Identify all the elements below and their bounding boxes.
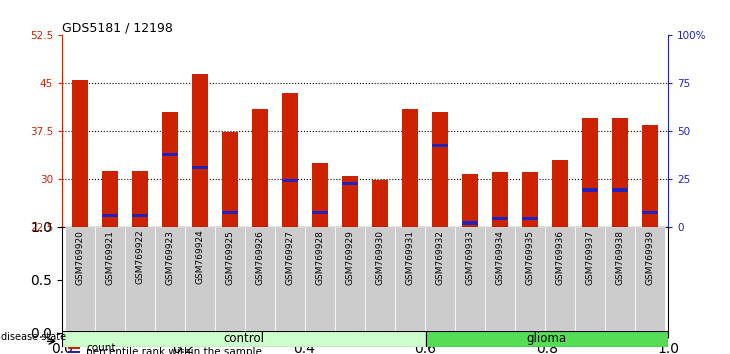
Bar — [426, 331, 668, 347]
Bar — [245, 227, 275, 333]
Bar — [305, 227, 335, 333]
Bar — [101, 214, 118, 217]
Text: GSM769935: GSM769935 — [526, 230, 534, 285]
Bar — [425, 227, 455, 333]
Bar — [282, 179, 299, 182]
Bar — [162, 153, 178, 156]
Bar — [62, 331, 426, 347]
Text: GSM769921: GSM769921 — [106, 230, 115, 285]
Bar — [68, 351, 80, 353]
Bar — [402, 109, 418, 227]
Text: GSM769926: GSM769926 — [255, 230, 264, 285]
Bar — [342, 176, 358, 227]
Text: GSM769937: GSM769937 — [585, 230, 594, 285]
Bar — [522, 172, 538, 227]
Text: GSM769927: GSM769927 — [285, 230, 294, 285]
Bar — [455, 227, 485, 333]
Bar — [642, 211, 658, 214]
Text: GDS5181 / 12198: GDS5181 / 12198 — [62, 21, 173, 34]
Bar — [125, 227, 155, 333]
Bar — [612, 188, 629, 192]
Bar — [192, 166, 208, 169]
Bar — [312, 211, 328, 214]
Text: GSM769928: GSM769928 — [315, 230, 325, 285]
Bar — [162, 112, 178, 227]
Text: GSM769939: GSM769939 — [645, 230, 655, 285]
Text: disease state: disease state — [1, 332, 66, 342]
Bar — [431, 144, 448, 147]
Bar — [492, 217, 508, 220]
Text: GSM769936: GSM769936 — [556, 230, 564, 285]
Bar — [485, 227, 515, 333]
Bar — [192, 74, 208, 227]
Text: GSM769938: GSM769938 — [615, 230, 624, 285]
Bar — [365, 227, 395, 333]
Bar — [492, 172, 508, 227]
Bar — [612, 118, 629, 227]
Text: GSM769925: GSM769925 — [226, 230, 234, 285]
Text: count: count — [86, 343, 116, 353]
Text: GSM769931: GSM769931 — [405, 230, 415, 285]
Bar — [582, 118, 598, 227]
Bar — [222, 211, 238, 214]
Bar — [95, 227, 125, 333]
Bar — [335, 227, 365, 333]
Text: GSM769924: GSM769924 — [196, 230, 204, 285]
Text: GSM769922: GSM769922 — [136, 230, 145, 285]
Bar — [642, 125, 658, 227]
Bar — [462, 174, 478, 227]
Text: control: control — [223, 332, 264, 346]
Text: glioma: glioma — [527, 332, 566, 346]
Bar — [635, 227, 665, 333]
Text: GSM769920: GSM769920 — [75, 230, 85, 285]
Text: GSM769930: GSM769930 — [375, 230, 385, 285]
Bar — [275, 227, 305, 333]
Bar — [582, 188, 598, 192]
Bar — [72, 80, 88, 227]
Text: percentile rank within the sample: percentile rank within the sample — [86, 347, 262, 354]
Bar — [395, 227, 425, 333]
Text: GSM769934: GSM769934 — [496, 230, 504, 285]
Bar — [155, 227, 185, 333]
Bar — [65, 227, 95, 333]
Text: GSM769932: GSM769932 — [436, 230, 445, 285]
Bar — [605, 227, 635, 333]
Text: GSM769923: GSM769923 — [166, 230, 174, 285]
Bar — [522, 217, 538, 220]
Bar — [101, 171, 118, 227]
Bar — [132, 171, 148, 227]
Bar — [431, 112, 448, 227]
Bar — [282, 93, 299, 227]
Bar — [462, 222, 478, 225]
Bar — [312, 163, 328, 227]
Bar — [132, 214, 148, 217]
Bar — [545, 227, 575, 333]
Bar — [552, 160, 568, 227]
Text: GSM769933: GSM769933 — [466, 230, 474, 285]
Bar — [575, 227, 605, 333]
Bar — [222, 132, 238, 227]
Bar — [515, 227, 545, 333]
Bar — [185, 227, 215, 333]
Bar — [215, 227, 245, 333]
Text: GSM769929: GSM769929 — [345, 230, 355, 285]
Bar — [252, 109, 268, 227]
Bar — [68, 347, 80, 349]
Bar — [342, 182, 358, 185]
Bar — [372, 180, 388, 227]
